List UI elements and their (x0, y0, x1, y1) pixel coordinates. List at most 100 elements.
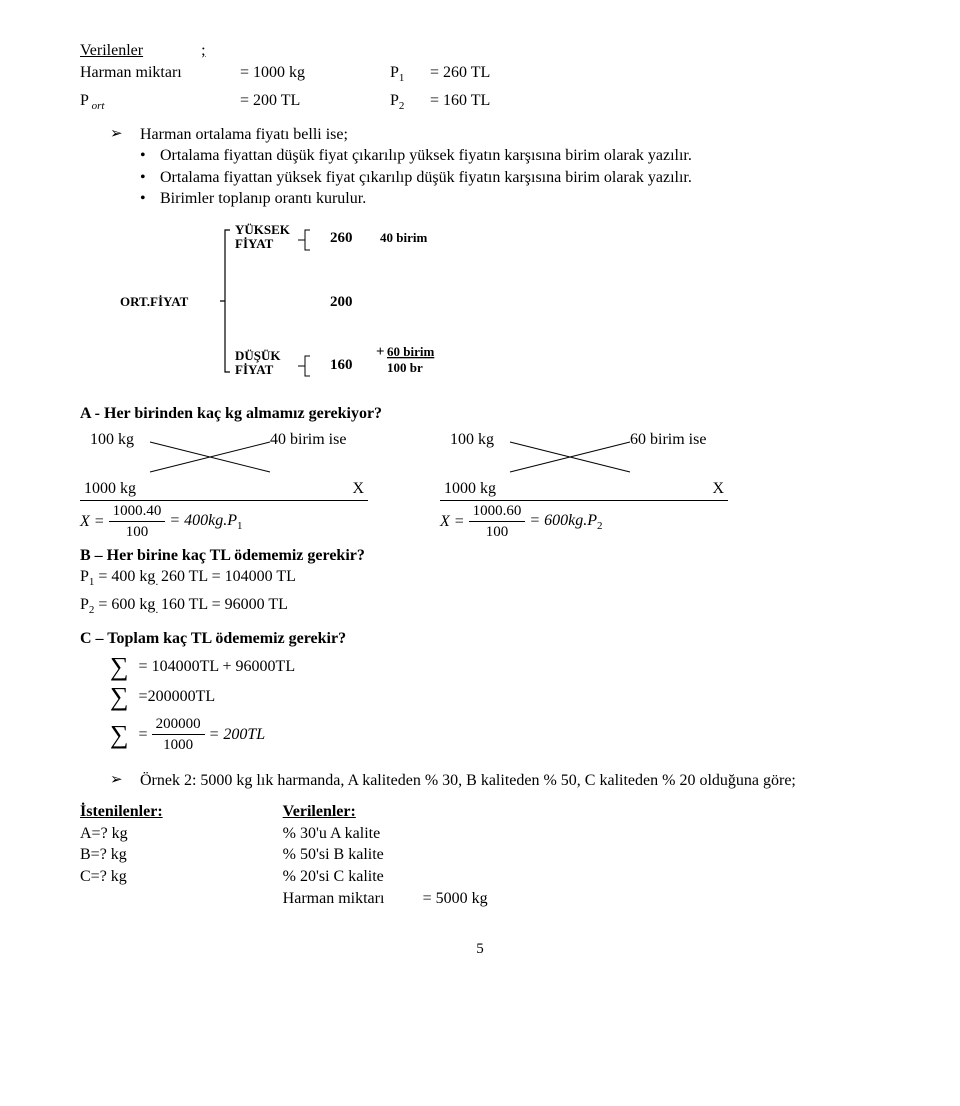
fiyat-text-2: FİYAT (235, 362, 274, 377)
v200: 200 (330, 294, 353, 310)
ort-text: ORT.FİYAT (120, 294, 189, 309)
section-c-title: C – Toplam kaç TL ödememiz gerekir? (80, 628, 880, 650)
b60: 60 birim (387, 344, 434, 359)
sigma-3-den: 1000 (152, 735, 205, 755)
eqR-lhs: X = (440, 511, 465, 533)
a-left: A=? kg (80, 823, 163, 845)
eqL-sub: 1 (237, 520, 243, 532)
eqL-num: 1000.40 (109, 501, 166, 522)
b40: 40 birim (380, 230, 427, 245)
bullet-2: • Ortalama fiyattan yüksek fiyat çıkarıl… (80, 167, 880, 189)
arrow-icon: ➢ (110, 770, 140, 792)
sigma-3: ∑ = 200000 1000 = 200TL (80, 714, 880, 756)
bracket-svg: YÜKSEK FİYAT 260 40 birim ORT.FİYAT 200 … (80, 216, 510, 386)
p1-value: = 260 TL (430, 62, 490, 86)
istenilenler-col: İstenilenler: A=? kg B=? kg C=? kg (80, 801, 163, 909)
ornek2-text: Örnek 2: 5000 kg lık harmanda, A kalited… (140, 770, 796, 792)
section-b-title: B – Her birine kaç TL ödememiz gerekir? (80, 545, 880, 567)
bullet-1: • Ortalama fiyattan düşük fiyat çıkarılı… (80, 145, 880, 167)
c-left: C=? kg (80, 866, 163, 888)
harman-label: Harman miktarı (80, 62, 240, 86)
b2-p: P (80, 596, 89, 613)
b1-kg: = 400 kg (94, 568, 155, 585)
eqR-frac: 1000.60 100 (469, 501, 526, 543)
b2-kg: = 600 kg (94, 596, 155, 613)
p1-sub: 1 (399, 72, 405, 84)
pair-right-a: 1000 kg (444, 478, 496, 500)
ist-label: İstenilenler: (80, 801, 163, 823)
bullet-3: • Birimler toplanıp orantı kurulur. (80, 188, 880, 210)
svg-text:60 birim ise: 60 birim ise (630, 431, 706, 448)
bullet-icon: • (140, 188, 160, 210)
eqL-frac: 1000.40 100 (109, 501, 166, 543)
v160: 160 (330, 357, 353, 373)
b2-rest: 160 TL = 96000 TL (161, 596, 288, 613)
sigma-icon: ∑ (110, 684, 129, 710)
page-number: 5 (80, 939, 880, 959)
arrow-icon: ➢ (110, 124, 140, 146)
v260: 260 (330, 230, 353, 246)
svg-text:100 kg: 100 kg (450, 431, 494, 448)
eqR-num: 1000.60 (469, 501, 526, 522)
sigma-2-text: =200000TL (139, 686, 216, 708)
sigma-3-eq: = (139, 724, 148, 746)
p-ort-sub: ort (89, 100, 105, 112)
given-header: Verilenler ; (80, 40, 880, 62)
pair-right: 1000 kg X (440, 478, 728, 501)
bottom-cols: İstenilenler: A=? kg B=? kg C=? kg Veril… (80, 801, 880, 909)
p-ort-label: P ort (80, 90, 240, 114)
eqL-den: 100 (109, 522, 166, 542)
pair-right-b: X (712, 478, 724, 500)
pair-left-a: 1000 kg (84, 478, 136, 500)
harman-value: = 1000 kg (240, 62, 390, 86)
p-letter-3: P (390, 92, 399, 109)
ver-label: Verilenler: (283, 801, 488, 823)
pair-left: 1000 kg X (80, 478, 368, 501)
p-letter-2: P (80, 92, 89, 109)
fiyat-text-1: FİYAT (235, 236, 274, 251)
page: Verilenler ; Harman miktarı = 1000 kg P1… (60, 40, 900, 959)
sigma-3-num: 200000 (152, 714, 205, 735)
eqL-lhs: X = (80, 511, 105, 533)
b-left: B=? kg (80, 844, 163, 866)
verilenler-label: Verilenler (80, 42, 143, 59)
sigma-2: ∑ =200000TL (80, 684, 880, 710)
given-line-1: Harman miktarı = 1000 kg P1 = 260 TL (80, 62, 880, 86)
eqR-rhs-wrap: = 600kg.P2 (529, 510, 602, 534)
harman-row: Harman miktarı = 5000 kg (283, 888, 488, 910)
sigma-icon: ∑ (110, 722, 129, 748)
sigma-icon: ∑ (110, 654, 129, 680)
b-line-2: P2 = 600 kg. 160 TL = 96000 TL (80, 594, 880, 618)
a-right: % 30'u A kalite (283, 823, 488, 845)
heading-row: ➢ Harman ortalama fiyatı belli ise; (80, 124, 880, 146)
sigma-1-text: = 104000TL + 96000TL (139, 656, 296, 678)
svg-text:100 kg: 100 kg (90, 431, 134, 448)
bullet-1-text: Ortalama fiyattan düşük fiyat çıkarılıp … (160, 145, 692, 167)
cross-svg-right: 100 kg 60 birim ise (440, 428, 720, 478)
p1-label: P1 (390, 62, 430, 86)
c-right: % 20'si C kalite (283, 866, 488, 888)
sigma-3-rhs: = 200TL (209, 724, 266, 746)
p2-value: = 160 TL (430, 90, 490, 114)
b1-p: P (80, 568, 89, 585)
p-letter: P (390, 64, 399, 81)
bracket-diagram: YÜKSEK FİYAT 260 40 birim ORT.FİYAT 200 … (80, 216, 880, 393)
eqR-rhs: = 600kg.P (529, 512, 597, 529)
p2-label: P2 (390, 90, 430, 114)
eq-right: X = 1000.60 100 = 600kg.P2 (440, 501, 720, 543)
sigma-3-frac: 200000 1000 (152, 714, 205, 756)
b100: 100 br (387, 360, 423, 375)
b1-rest: 260 TL = 104000 TL (161, 568, 296, 585)
b-line-1: P1 = 400 kg. 260 TL = 104000 TL (80, 566, 880, 590)
cross-right: 100 kg 60 birim ise 1000 kg X X = 1000.6… (440, 428, 720, 543)
pair-left-b: X (352, 478, 364, 500)
semicolon: ; (201, 42, 205, 59)
svg-text:40 birim ise: 40 birim ise (270, 431, 346, 448)
bullet-icon: • (140, 145, 160, 167)
section-a-title: A - Her birinden kaç kg almamız gerekiyo… (80, 403, 880, 425)
eqR-den: 100 (469, 522, 526, 542)
bullet-icon: • (140, 167, 160, 189)
block1-title: Harman ortalama fiyatı belli ise; (140, 124, 348, 146)
eq-left: X = 1000.40 100 = 400kg.P1 (80, 501, 360, 543)
harman-bottom-value: = 5000 kg (423, 888, 488, 910)
